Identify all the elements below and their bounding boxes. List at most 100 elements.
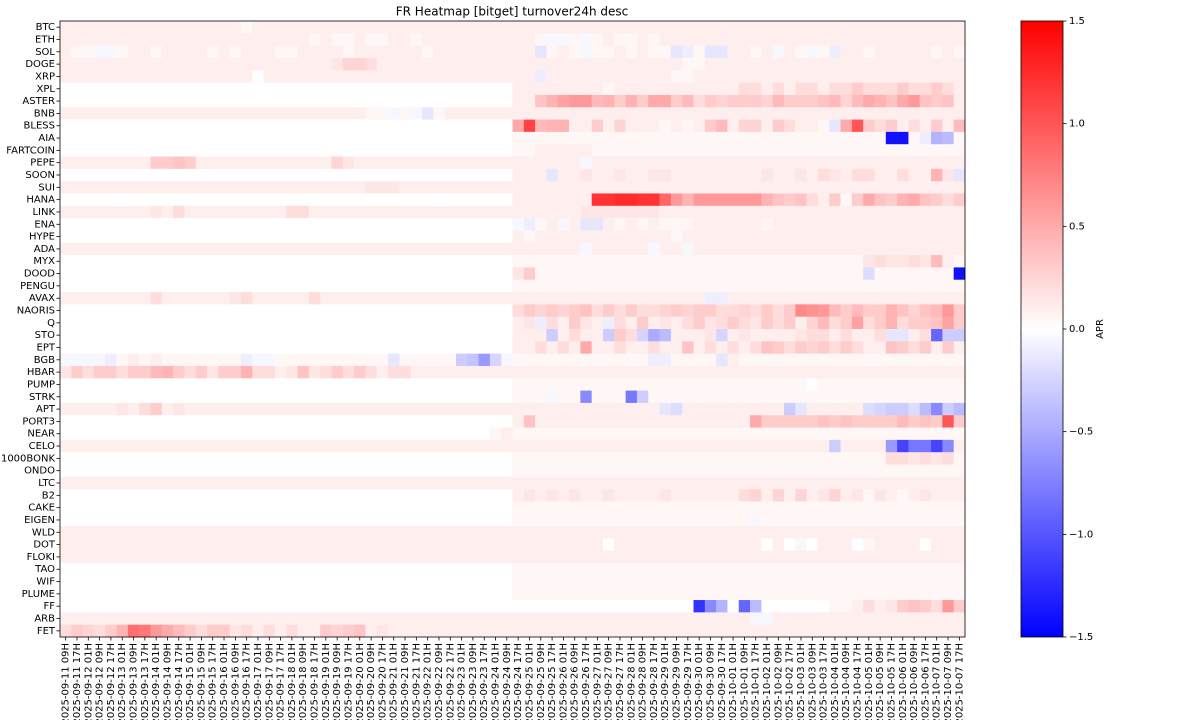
heatmap-cell [161,575,174,589]
heatmap-cell [195,624,208,638]
heatmap-cell [908,193,921,207]
heatmap-cell [569,316,581,330]
heatmap-cell [161,193,174,207]
heatmap-cell [399,242,411,256]
heatmap-cell [116,33,129,46]
heatmap-cell [614,144,626,157]
heatmap-cell [761,365,773,379]
heatmap-cell [897,329,909,342]
heatmap-cell [297,341,310,354]
heatmap-cell [195,341,208,354]
heatmap-cell [467,526,479,539]
heatmap-cell [297,476,310,490]
heatmap-cell [365,538,378,552]
heatmap-cell [625,390,638,404]
heatmap-cell [636,464,649,478]
heatmap-cell [953,45,966,59]
heatmap-cell [750,255,762,268]
heatmap-cell [105,329,117,342]
heatmap-cell [874,538,887,552]
heatmap-cell [772,218,785,231]
heatmap-cell [840,476,853,490]
heatmap-cell [455,550,468,564]
heatmap-cell [625,267,638,281]
heatmap-cell [817,70,830,83]
heatmap-cell [116,612,129,625]
heatmap-cell [636,600,649,613]
heatmap-cell [173,45,185,59]
heatmap-cell [953,353,966,367]
heatmap-cell [399,131,411,145]
heatmap-cell [682,181,694,194]
heatmap-cell [241,538,253,552]
heatmap-cell [727,390,740,404]
heatmap-cell [829,612,841,625]
heatmap-cell [795,255,807,268]
heatmap-cell [388,21,400,34]
heatmap-cell [885,21,898,34]
heatmap-cell [410,513,423,527]
heatmap-cell [195,267,208,281]
heatmap-cell [399,94,411,108]
heatmap-cell [817,550,830,564]
heatmap-cell [625,464,638,478]
heatmap-cell [851,242,864,256]
colorbar [1020,20,1064,638]
heatmap-cell [546,193,559,207]
heatmap-cell [478,476,491,490]
heatmap-cell [817,489,830,502]
heatmap-cell [931,378,943,391]
heatmap-cell [931,612,943,625]
heatmap-cell [274,292,287,305]
heatmap-cell [71,193,83,207]
heatmap-cell [388,193,400,207]
heatmap-cell [376,292,389,305]
heatmap-cell [591,304,604,317]
heatmap-cell [580,464,592,478]
heatmap-cell [433,255,445,268]
heatmap-cell [173,563,185,576]
heatmap-cell [546,33,559,46]
heatmap-cell [71,378,83,391]
heatmap-cell [625,612,638,625]
heatmap-cell [410,70,423,83]
heatmap-cell [229,279,242,293]
heatmap-cell [716,427,728,441]
heatmap-cell [614,587,626,601]
heatmap-cell [127,464,140,478]
heatmap-cell [704,341,717,354]
heatmap-cell [331,193,344,207]
heatmap-cell [659,279,672,293]
heatmap-cell [501,292,513,305]
heatmap-cell [535,205,547,219]
heatmap-cell [263,464,276,478]
heatmap-cell [422,316,434,330]
heatmap-cell [772,476,785,490]
heatmap-cell [139,452,151,465]
heatmap-cell [795,341,807,354]
heatmap-cell [399,513,411,527]
heatmap-cell [127,205,140,219]
heatmap-cell [252,94,264,108]
heatmap-cell [557,57,570,71]
heatmap-cell [308,600,321,613]
heatmap-cell [399,292,411,305]
heatmap-cell [410,464,423,478]
heatmap-cell [908,94,921,108]
heatmap-cell [184,242,197,256]
y-tick-label: B2 [42,490,55,501]
heatmap-cell [433,21,445,34]
heatmap-cell [320,575,332,589]
heatmap-cell [614,402,626,416]
heatmap-cell [546,341,559,354]
heatmap-cell [173,193,185,207]
heatmap-cell [161,427,174,441]
x-tick-label: 2025-09-16 01H [219,643,230,720]
heatmap-cell [195,476,208,490]
heatmap-cell [433,612,445,625]
heatmap-cell [603,329,615,342]
heatmap-cell [127,600,140,613]
heatmap-cell [795,513,807,527]
heatmap-cell [942,181,954,194]
heatmap-cell [682,279,694,293]
